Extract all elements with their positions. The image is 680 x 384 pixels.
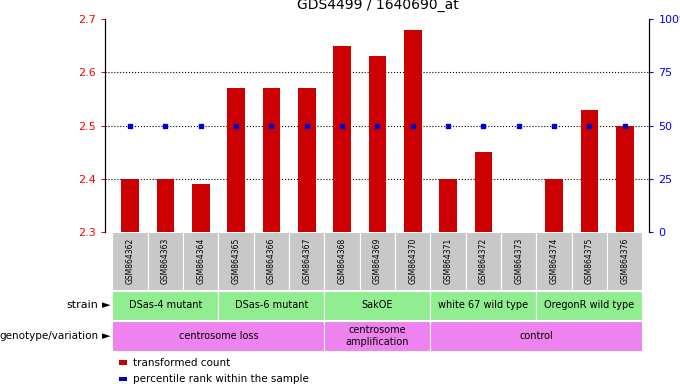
Bar	[404, 30, 422, 232]
Bar	[439, 179, 457, 232]
Bar	[607, 232, 643, 290]
Bar	[192, 184, 209, 232]
Bar	[430, 291, 537, 320]
Bar	[616, 126, 634, 232]
Bar	[218, 232, 254, 290]
Text: GDS4499 / 1640690_at: GDS4499 / 1640690_at	[296, 0, 458, 12]
Text: GSM864371: GSM864371	[443, 238, 453, 284]
Bar	[227, 88, 245, 232]
Text: GSM864367: GSM864367	[302, 238, 311, 284]
Text: GSM864364: GSM864364	[197, 238, 205, 284]
Bar	[545, 179, 563, 232]
Bar	[156, 179, 174, 232]
Bar	[262, 88, 280, 232]
Bar	[369, 56, 386, 232]
Bar	[537, 232, 572, 290]
Text: ►: ►	[102, 300, 110, 310]
Bar	[324, 291, 430, 320]
Bar	[112, 232, 148, 290]
Text: GSM864374: GSM864374	[549, 238, 558, 284]
Text: DSas-4 mutant: DSas-4 mutant	[129, 300, 202, 310]
Bar	[360, 232, 395, 290]
Bar	[254, 232, 289, 290]
Bar	[572, 232, 607, 290]
Text: GSM864368: GSM864368	[337, 238, 347, 284]
Bar	[112, 291, 218, 320]
Text: GSM864373: GSM864373	[514, 238, 523, 284]
Bar	[183, 232, 218, 290]
Bar	[218, 291, 324, 320]
Text: control: control	[520, 331, 554, 341]
Bar	[324, 321, 430, 351]
Text: centrosome loss: centrosome loss	[179, 331, 258, 341]
Text: ►: ►	[102, 331, 110, 341]
Bar	[466, 232, 501, 290]
Text: GSM864376: GSM864376	[620, 238, 629, 284]
Text: GSM864362: GSM864362	[126, 238, 135, 284]
Bar	[289, 232, 324, 290]
Text: OregonR wild type: OregonR wild type	[544, 300, 634, 310]
Text: GSM864375: GSM864375	[585, 238, 594, 284]
Bar	[501, 232, 537, 290]
Text: GSM864365: GSM864365	[232, 238, 241, 284]
Text: GSM864369: GSM864369	[373, 238, 382, 284]
Text: SakOE: SakOE	[362, 300, 393, 310]
Text: strain: strain	[67, 300, 99, 310]
Text: transformed count: transformed count	[133, 358, 230, 368]
Bar	[121, 179, 139, 232]
Bar	[298, 88, 316, 232]
Text: GSM864372: GSM864372	[479, 238, 488, 284]
Text: DSas-6 mutant: DSas-6 mutant	[235, 300, 308, 310]
Bar	[333, 46, 351, 232]
Text: genotype/variation: genotype/variation	[0, 331, 99, 341]
Bar	[395, 232, 430, 290]
Bar	[537, 291, 643, 320]
Bar	[112, 321, 324, 351]
Text: GSM864363: GSM864363	[161, 238, 170, 284]
Text: white 67 wild type: white 67 wild type	[439, 300, 528, 310]
Text: GSM864370: GSM864370	[408, 238, 418, 284]
Bar	[148, 232, 183, 290]
Bar	[430, 321, 643, 351]
Bar	[324, 232, 360, 290]
Text: GSM864366: GSM864366	[267, 238, 276, 284]
Text: centrosome
amplification: centrosome amplification	[345, 325, 409, 347]
Bar	[430, 232, 466, 290]
Bar	[581, 110, 598, 232]
Bar	[475, 152, 492, 232]
Text: percentile rank within the sample: percentile rank within the sample	[133, 374, 309, 384]
